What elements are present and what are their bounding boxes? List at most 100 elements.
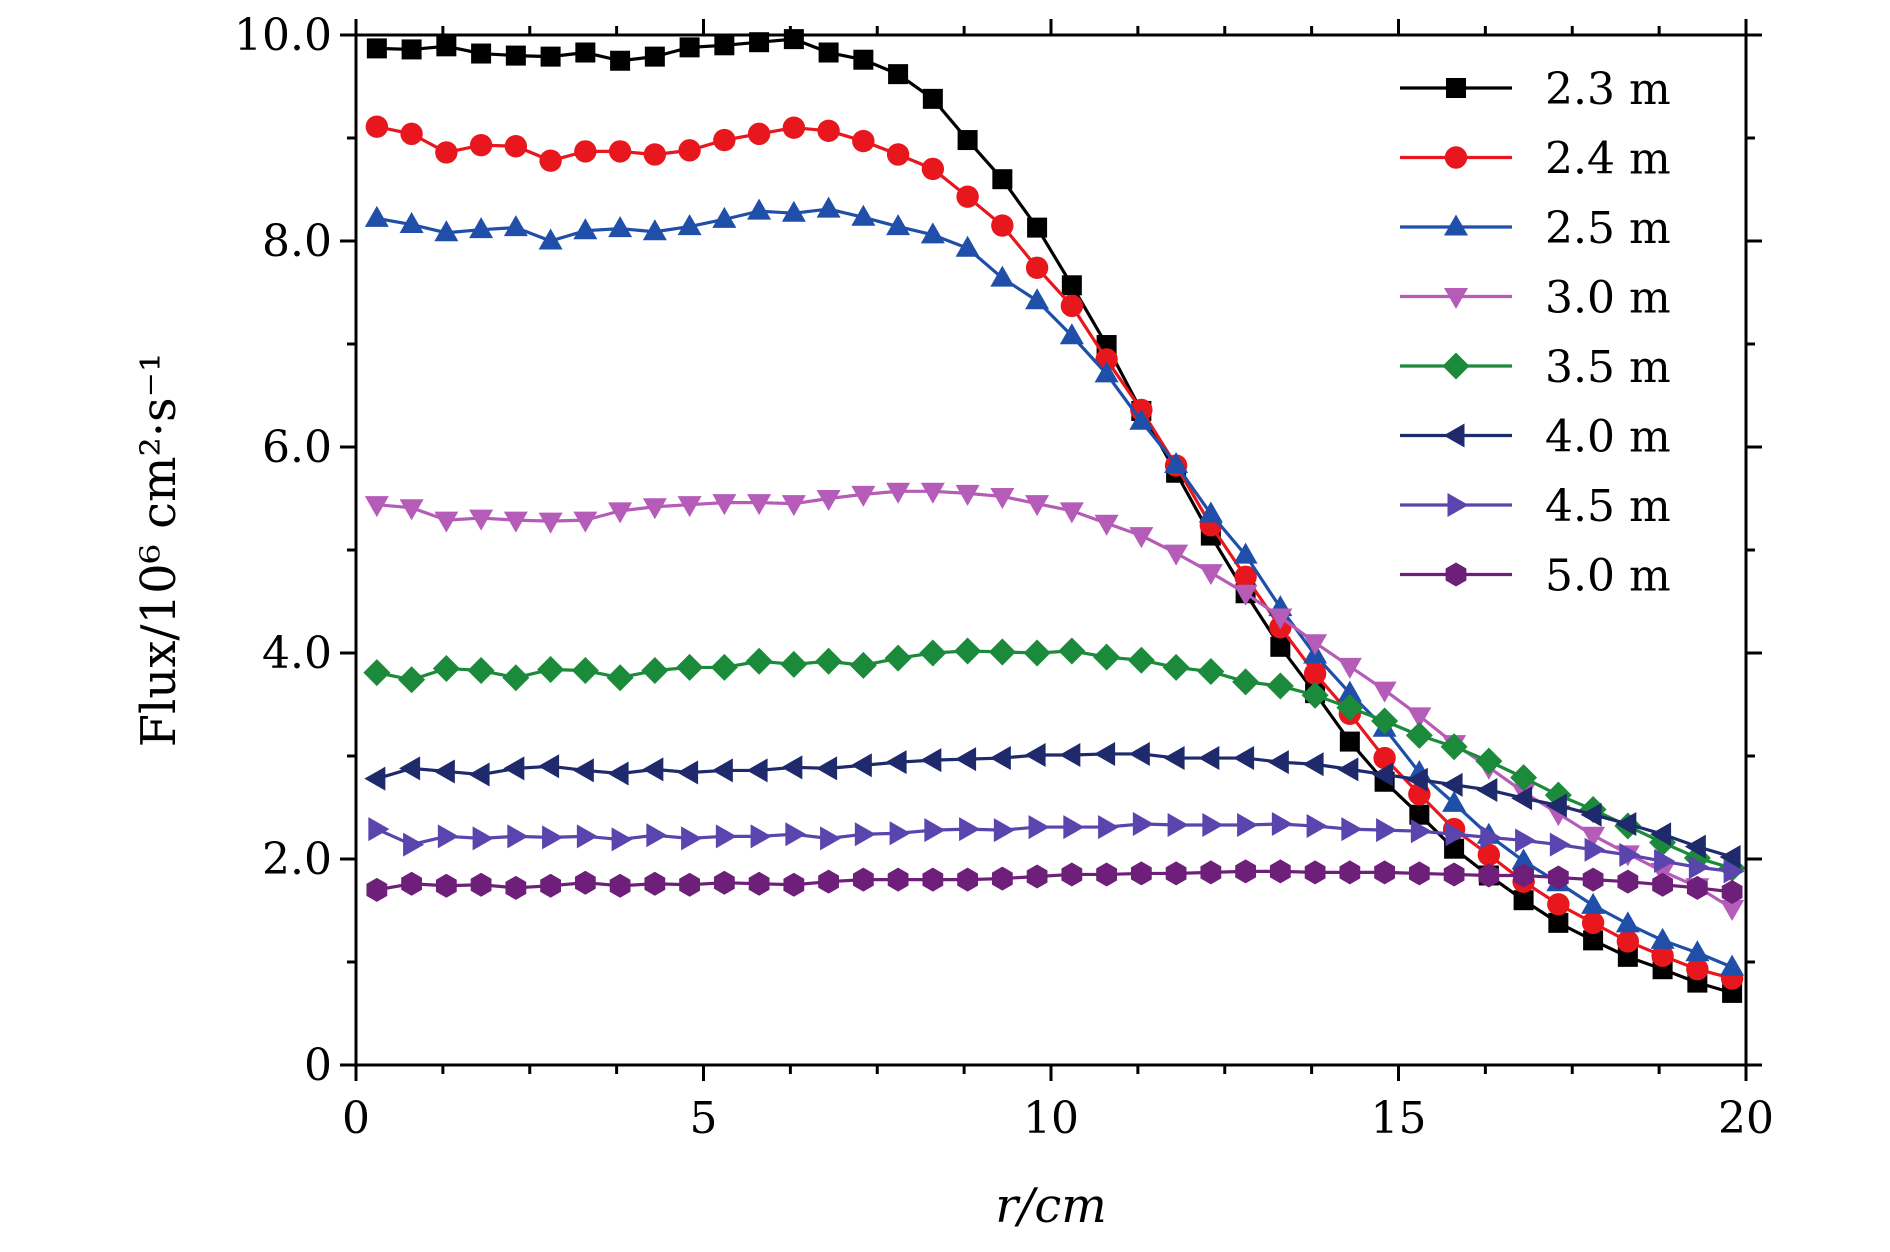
hexagon-marker — [713, 870, 735, 895]
triangle-left-marker — [1267, 750, 1289, 775]
triangle-right-marker — [1410, 819, 1432, 844]
hexagon-marker — [609, 873, 631, 898]
circle-marker — [574, 140, 597, 163]
square-marker — [1409, 804, 1430, 825]
triangle-up-marker — [920, 222, 945, 244]
triangle-right-marker — [1167, 813, 1189, 838]
x-tick-label: 15 — [1371, 1093, 1427, 1144]
series-line — [376, 649, 1733, 870]
square-marker — [366, 38, 387, 59]
hexagon-marker — [401, 871, 422, 896]
y-tick-label: 8.0 — [262, 216, 332, 267]
series-5-0-m — [366, 859, 1743, 904]
circle-marker — [747, 122, 771, 146]
triangle-left-marker — [1233, 746, 1255, 771]
triangle-right-marker — [1654, 849, 1676, 874]
diamond-marker — [502, 664, 530, 692]
triangle-left-marker — [677, 760, 699, 785]
circle-marker — [1373, 746, 1396, 770]
hexagon-marker — [644, 871, 666, 896]
circle-marker — [782, 116, 806, 139]
triangle-up-marker — [816, 196, 841, 218]
series-line — [376, 489, 1733, 910]
square-marker — [818, 42, 839, 63]
hexagon-marker — [1269, 859, 1291, 884]
diamond-marker — [954, 637, 982, 665]
triangle-up-marker — [1059, 323, 1084, 345]
triangle-down-marker — [469, 509, 494, 531]
square-marker — [1270, 636, 1291, 657]
circle-marker — [921, 157, 945, 181]
diamond-marker — [919, 639, 947, 667]
legend-label: 2.5 m — [1545, 203, 1671, 254]
triangle-down-marker — [816, 490, 841, 511]
legend-label: 3.0 m — [1545, 273, 1671, 324]
triangle-left-marker — [1511, 786, 1533, 811]
legend-label: 3.5 m — [1545, 342, 1671, 393]
triangle-left-marker — [399, 756, 421, 781]
square-marker — [922, 88, 943, 109]
hexagon-marker — [470, 872, 492, 897]
y-tick-label: 10.0 — [234, 10, 332, 61]
diamond-marker — [1058, 637, 1086, 665]
legend-label: 4.0 m — [1545, 412, 1671, 463]
square-marker — [1027, 217, 1048, 238]
triangle-right-marker — [403, 832, 425, 857]
triangle-right-marker — [715, 824, 737, 849]
diamond-marker — [606, 664, 634, 692]
circle-marker — [504, 135, 528, 158]
hexagon-marker — [818, 869, 839, 894]
triangle-down-marker — [608, 502, 633, 524]
hexagon-marker — [1443, 862, 1465, 887]
triangle-down-marker — [1059, 502, 1084, 524]
diamond-marker — [988, 638, 1016, 666]
triangle-right-marker — [1202, 813, 1224, 838]
legend-label: 4.5 m — [1545, 481, 1671, 532]
circle-marker — [1025, 256, 1049, 279]
legend-entry: 3.0 m — [1400, 273, 1671, 324]
hexagon-marker — [1652, 872, 1673, 897]
triangle-right-marker — [1445, 822, 1467, 847]
diamond-marker — [1093, 643, 1121, 671]
diamond-marker — [745, 647, 773, 675]
triangle-down-marker — [851, 485, 876, 507]
hexagon-marker — [1478, 863, 1500, 888]
hexagon-marker — [1339, 860, 1361, 885]
hexagon-marker — [1200, 860, 1222, 885]
diamond-marker — [1405, 721, 1433, 749]
hexagon-marker — [1686, 875, 1708, 900]
hexagon-marker — [1130, 861, 1152, 886]
series-line — [376, 822, 1733, 873]
triangle-left-marker — [468, 762, 490, 787]
series-line — [376, 125, 1733, 981]
triangle-left-marker — [1615, 811, 1637, 836]
triangle-left-marker — [711, 758, 733, 783]
triangle-right-marker — [1480, 825, 1502, 850]
triangle-up-marker — [364, 205, 389, 227]
hexagon-marker — [957, 867, 978, 892]
triangle-right-marker — [924, 818, 946, 843]
square-marker — [888, 64, 909, 85]
circle-marker — [886, 143, 910, 166]
square-marker — [957, 130, 978, 151]
hexagon-marker — [574, 870, 596, 895]
legend-label: 5.0 m — [1545, 551, 1671, 602]
diamond-marker — [1162, 653, 1190, 681]
circle-marker — [400, 122, 423, 146]
triangle-left-marker — [1650, 822, 1672, 847]
hexagon-marker — [1408, 861, 1430, 886]
triangle-up-marker — [538, 228, 563, 250]
triangle-left-marker — [1128, 741, 1150, 766]
circle-marker — [1444, 146, 1468, 169]
circle-marker — [956, 185, 979, 208]
legend-entry: 2.5 m — [1400, 203, 1671, 254]
legend-label: 2.4 m — [1545, 134, 1671, 185]
triangle-right-marker — [646, 823, 668, 848]
series-layer — [363, 29, 1746, 1003]
circle-marker — [1547, 893, 1570, 916]
hexagon-marker — [366, 877, 388, 902]
square-marker — [749, 32, 770, 53]
square-marker — [1617, 946, 1638, 967]
diamond-marker — [1371, 707, 1399, 735]
